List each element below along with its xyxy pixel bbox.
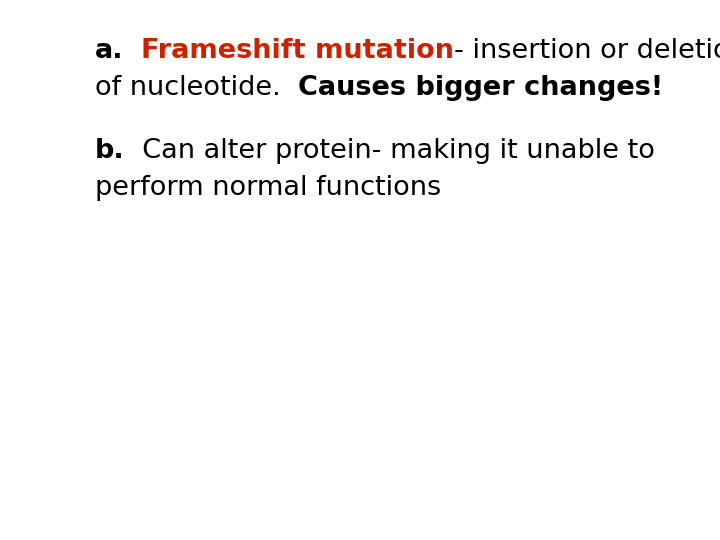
Text: perform normal functions: perform normal functions	[95, 175, 441, 201]
Text: a.: a.	[95, 38, 124, 64]
Text: of nucleotide.: of nucleotide.	[95, 75, 298, 101]
Text: Can alter protein- making it unable to: Can alter protein- making it unable to	[125, 138, 654, 164]
Text: Frameshift mutation: Frameshift mutation	[140, 38, 454, 64]
Text: b.: b.	[95, 138, 125, 164]
Text: - insertion or deletion: - insertion or deletion	[454, 38, 720, 64]
Text: Causes bigger changes!: Causes bigger changes!	[298, 75, 663, 101]
